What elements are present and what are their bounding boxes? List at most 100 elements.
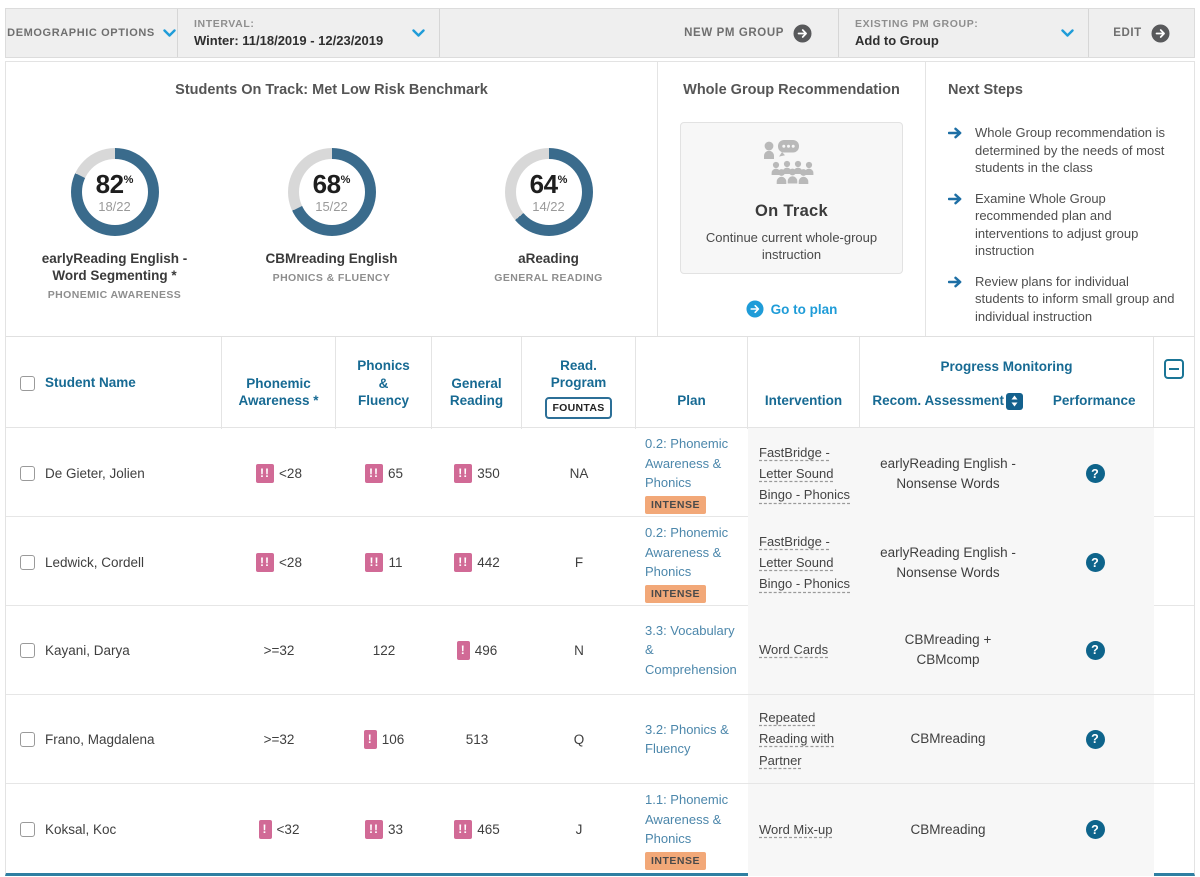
general-reading-cell: !! 465 (432, 784, 522, 876)
help-icon[interactable]: ? (1085, 464, 1105, 484)
risk-flag-badge: !! (454, 553, 473, 573)
toolbar: DEMOGRAPHIC OPTIONS INTERVAL: Winter: 11… (5, 8, 1195, 58)
intense-badge: INTENSE (645, 851, 707, 870)
student-name: Frano, Magdalena (45, 731, 155, 747)
header-phonics-fluency: Phonics & Fluency (336, 337, 432, 429)
donut-fraction: 15/22 (315, 198, 348, 214)
help-icon[interactable]: ? (1085, 820, 1105, 840)
student-name: Koksal, Koc (45, 822, 117, 838)
donut-chart: 64% 14/22 aReading GENERAL READING (440, 148, 657, 301)
select-all-checkbox[interactable] (20, 375, 35, 391)
collapse-spacer-cell (1154, 517, 1194, 609)
score-value: >=32 (263, 642, 295, 658)
donut-domain-label: PHONICS & FLUENCY (272, 271, 391, 284)
circle-arrow-icon (746, 300, 764, 318)
row-checkbox[interactable] (20, 642, 35, 658)
plan-link[interactable]: 3.2: Phonics & Fluency (645, 721, 729, 757)
next-step-item: Whole Group recommendation is determined… (947, 124, 1180, 177)
intervention-cell: Word Cards (748, 606, 860, 694)
plan-link[interactable]: 0.2: Phonemic Awareness & Phonics (645, 436, 729, 490)
circle-arrow-icon (1151, 24, 1170, 42)
header-progress-monitoring: Progress Monitoring (940, 359, 1073, 375)
score-value: 33 (387, 822, 404, 838)
donut-list: 82% 18/22 earlyReading English - Word Se… (6, 148, 657, 301)
recommendation-status: On Track (754, 202, 829, 220)
risk-flag-badge: ! (456, 640, 470, 660)
risk-flag-badge: !! (454, 464, 473, 484)
intense-badge: INTENSE (645, 495, 707, 514)
help-icon[interactable]: ? (1085, 729, 1105, 749)
edit-button[interactable]: EDIT (1113, 24, 1170, 43)
intervention-link[interactable]: FastBridge - Letter Sound Bingo - Phonic… (759, 444, 851, 503)
recom-assessment-cell: CBMreading + CBMcomp (860, 606, 1036, 694)
summary-strip: Students On Track: Met Low Risk Benchmar… (6, 62, 1194, 336)
interval-dropdown[interactable]: INTERVAL: Winter: 11/18/2019 - 12/23/201… (178, 9, 440, 57)
phonemic-awareness-cell: !! <28 (222, 428, 336, 520)
score-value: 65 (387, 466, 404, 482)
risk-flag-badge: ! (363, 729, 377, 749)
header-phonemic-awareness: Phonemic Awareness * (222, 337, 336, 429)
student-name-cell: Koksal, Koc (6, 784, 222, 876)
header-plan: Plan (636, 337, 748, 429)
recom-assessment-text: CBMreading (910, 731, 986, 747)
next-step-text: Review plans for individual students to … (975, 273, 1175, 324)
collapse-table-icon[interactable] (1164, 359, 1184, 379)
student-name-cell: Kayani, Darya (6, 606, 222, 694)
intervention-link[interactable]: Word Mix-up (759, 822, 833, 838)
plan-link[interactable]: 1.1: Phonemic Awareness & Phonics (645, 792, 729, 846)
donut-chart: 82% 18/22 earlyReading English - Word Se… (6, 148, 223, 301)
row-checkbox[interactable] (20, 555, 35, 571)
recom-assessment-text: CBMreading + CBMcomp (904, 632, 992, 667)
student-name-cell: Ledwick, Cordell (6, 517, 222, 609)
report-body: Students On Track: Met Low Risk Benchmar… (5, 61, 1195, 876)
row-checkbox[interactable] (20, 822, 35, 838)
phonics-fluency-cell: !! 11 (336, 517, 432, 609)
chevron-down-icon (412, 28, 425, 37)
donut-fraction: 18/22 (98, 198, 131, 214)
fountas-button[interactable]: FOUNTAS (545, 397, 612, 419)
new-pm-group-button[interactable]: NEW PM GROUP (684, 24, 812, 43)
phonemic-awareness-cell: ! <32 (222, 784, 336, 876)
next-step-item: Review plans for individual students to … (947, 273, 1180, 326)
score-value: 465 (477, 822, 500, 838)
recom-assessment-cell: earlyReading English - Nonsense Words (860, 428, 1036, 520)
help-icon[interactable]: ? (1085, 553, 1105, 573)
risk-flag-badge: !! (454, 820, 473, 840)
sort-icon[interactable] (1005, 392, 1023, 410)
donut-ring: 64% 14/22 (504, 148, 593, 236)
new-pm-group-label: NEW PM GROUP (684, 27, 784, 39)
plan-link[interactable]: 0.2: Phonemic Awareness & Phonics (645, 525, 729, 579)
reading-program-cell: NA (569, 466, 589, 482)
intervention-link[interactable]: FastBridge - Letter Sound Bingo - Phonic… (759, 533, 851, 592)
plan-cell: 0.2: Phonemic Awareness & Phonics INTENS… (636, 428, 748, 520)
performance-cell: ? (1036, 606, 1154, 694)
demographic-options-dropdown[interactable]: DEMOGRAPHIC OPTIONS (6, 9, 178, 57)
score-value: 122 (372, 642, 396, 658)
recom-assessment-text: CBMreading (910, 821, 986, 837)
donut-percent: 68 (312, 168, 341, 199)
student-name-cell: De Gieter, Jolien (6, 428, 222, 520)
row-checkbox[interactable] (20, 466, 35, 482)
help-icon[interactable]: ? (1085, 640, 1105, 660)
recommendation-title: Whole Group Recommendation (683, 82, 900, 98)
performance-cell: ? (1036, 428, 1154, 520)
existing-pm-group-dropdown[interactable]: EXISTING PM GROUP: Add to Group (839, 9, 1089, 57)
go-to-plan-link[interactable]: Go to plan (746, 300, 837, 318)
header-recom-assessment: Recom. Assessment (860, 392, 1035, 410)
risk-flag-badge: !! (256, 464, 275, 484)
phonics-fluency-cell: ! 106 (336, 695, 432, 783)
arrow-right-icon (947, 190, 964, 260)
table-row: Ledwick, Cordell !! <28 !! 11 !! 442 F 0.2:… (6, 517, 1194, 609)
intervention-link[interactable]: Repeated Reading with Partner (759, 709, 835, 768)
circle-arrow-icon (793, 24, 812, 42)
row-checkbox[interactable] (20, 731, 35, 747)
recom-assessment-cell: CBMreading (860, 695, 1036, 783)
header-reading-program: Read. Program FOUNTAS (522, 337, 636, 429)
intervention-link[interactable]: Word Cards (759, 642, 829, 658)
donut-chart: 68% 15/22 CBMreading English PHONICS & F… (223, 148, 440, 301)
next-step-text: Examine Whole Group recommended plan and… (975, 190, 1139, 259)
plan-link[interactable]: 3.3: Vocabulary & Comprehension (645, 622, 737, 677)
student-name: Kayani, Darya (45, 642, 130, 658)
percent-symbol: % (123, 173, 134, 186)
